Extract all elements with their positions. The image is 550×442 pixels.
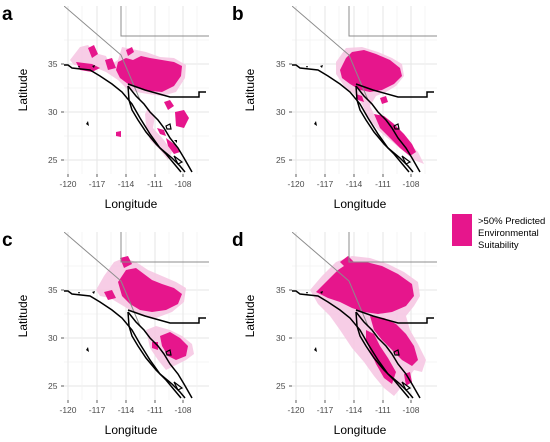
y-tick-label: 35 [48, 59, 58, 69]
x-tick-label: -108 [402, 179, 419, 189]
y-axis-a: 35 30 25 Latitude [16, 59, 64, 165]
y-tick-label: 25 [48, 381, 58, 391]
plot-area-d [292, 232, 437, 400]
borders-c [64, 232, 209, 399]
x-tick-label: -120 [287, 179, 304, 189]
x-tick-label: -111 [147, 179, 163, 189]
x-tick-label: -111 [375, 179, 391, 189]
y-axis-b: 35 30 25 Latitude [243, 59, 292, 165]
borders-b [292, 6, 437, 173]
panel-label-d: d [232, 230, 244, 251]
x-tick-label: -117 [317, 179, 334, 189]
panel-label-b: b [232, 4, 244, 25]
map-panel-a: a [2, 4, 209, 211]
x-tick-label: -111 [147, 405, 163, 415]
y-axis-title: Latitude [243, 294, 257, 337]
y-tick-label: 35 [276, 59, 286, 69]
x-tick-label: -117 [317, 405, 334, 415]
x-tick-label: -120 [59, 179, 76, 189]
x-tick-label: -117 [89, 405, 106, 415]
x-axis-d: -120 -117 -114 -111 -108 Longitude [287, 400, 420, 437]
legend-label-line-2: Environmental [478, 228, 539, 239]
borders-a [64, 6, 209, 173]
suitability-area-c [96, 256, 194, 370]
y-tick-label: 25 [48, 155, 58, 165]
legend-label-line-3: Suitability [478, 240, 519, 251]
borders-d [292, 232, 437, 399]
x-tick-label: -120 [287, 405, 304, 415]
x-tick-label: -114 [346, 405, 363, 415]
plot-area-b [292, 6, 437, 174]
x-axis-title: Longitude [334, 197, 387, 211]
x-tick-label: -114 [118, 405, 135, 415]
x-axis-title: Longitude [105, 423, 158, 437]
plot-area-a [64, 6, 209, 174]
x-tick-label: -108 [174, 179, 191, 189]
y-tick-label: 30 [48, 107, 58, 117]
x-tick-label: -108 [174, 405, 191, 415]
x-axis-title: Longitude [105, 197, 158, 211]
x-tick-label: -114 [118, 179, 135, 189]
legend-swatch [452, 214, 472, 246]
x-tick-label: -120 [59, 405, 76, 415]
y-tick-label: 30 [276, 107, 286, 117]
y-tick-label: 25 [276, 155, 286, 165]
y-tick-label: 25 [276, 381, 286, 391]
legend: >50% Predicted Environmental Suitability [452, 214, 545, 251]
x-tick-label: -108 [402, 405, 419, 415]
x-axis-b: -120 -117 -114 -111 -108 Longitude [287, 174, 420, 211]
y-tick-label: 35 [276, 285, 286, 295]
y-axis-c: 35 30 25 Latitude [16, 285, 64, 391]
map-panel-d: d [232, 230, 437, 437]
y-tick-label: 30 [276, 333, 286, 343]
x-axis-title: Longitude [334, 423, 387, 437]
y-tick-label: 30 [48, 333, 58, 343]
y-axis-d: 35 30 25 Latitude [243, 285, 292, 391]
y-axis-title: Latitude [16, 294, 30, 337]
plot-area-c [64, 232, 209, 400]
y-axis-title: Latitude [16, 68, 30, 111]
y-tick-label: 35 [48, 285, 58, 295]
x-tick-label: -117 [89, 179, 106, 189]
y-axis-title: Latitude [243, 68, 257, 111]
legend-label-line-1: >50% Predicted [478, 216, 545, 227]
x-tick-label: -114 [346, 179, 363, 189]
gridlines-c [64, 232, 209, 400]
x-tick-label: -111 [375, 405, 391, 415]
panel-label-c: c [2, 230, 13, 251]
panel-label-a: a [2, 4, 13, 25]
x-axis-c: -120 -117 -114 -111 -108 Longitude [59, 400, 192, 437]
map-panel-b: b [232, 4, 437, 211]
map-panel-c: c [2, 230, 209, 437]
x-axis-a: -120 -117 -114 -111 -108 Longitude [59, 174, 192, 211]
